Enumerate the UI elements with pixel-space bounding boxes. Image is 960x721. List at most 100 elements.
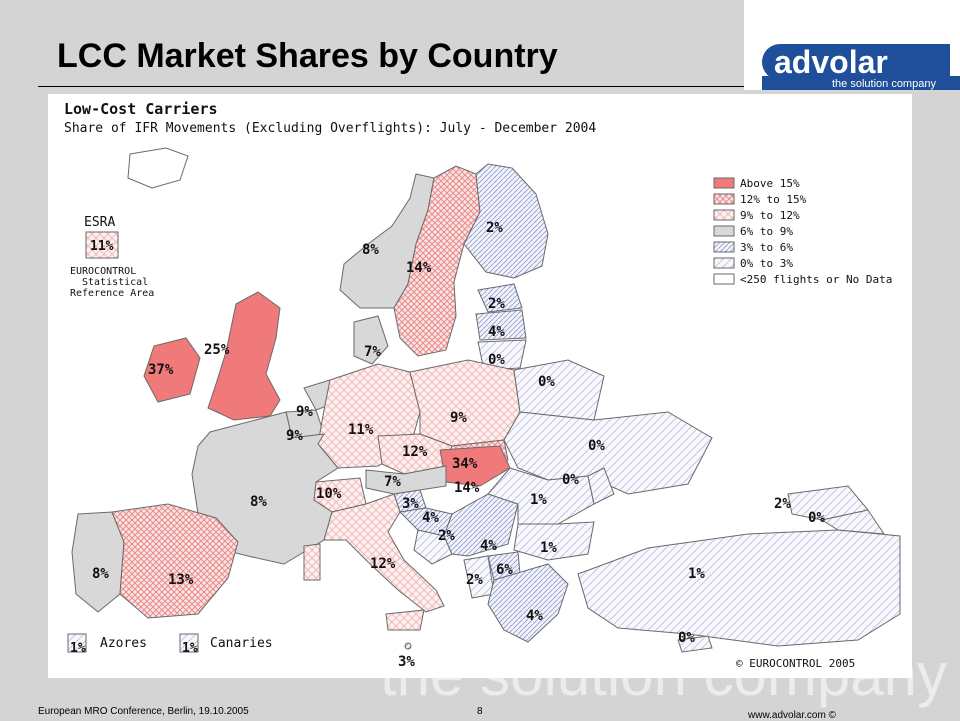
legend-label-12-15: 12% to 15% bbox=[740, 193, 807, 206]
map-title: Low-Cost Carriers bbox=[64, 100, 218, 118]
label-bosnia: 2% bbox=[438, 528, 455, 544]
label-slovakia: 14% bbox=[454, 480, 480, 496]
bosnia-shape bbox=[413, 529, 453, 565]
page-number: 8 bbox=[477, 706, 483, 717]
label-albania: 2% bbox=[466, 572, 483, 588]
map-copyright: © EUROCONTROL 2005 bbox=[736, 657, 855, 670]
spain-shape bbox=[111, 503, 239, 619]
iceland-shape bbox=[127, 147, 189, 189]
legend-swatch-12-15 bbox=[713, 193, 735, 205]
legend-label-3-6: 3% to 6% bbox=[740, 241, 793, 254]
label-ukraine: 0% bbox=[588, 438, 605, 454]
bulgaria-shape bbox=[513, 521, 595, 561]
legend-swatch-6-9 bbox=[713, 225, 735, 237]
footer-conference: European MRO Conference, Berlin, 19.10.2… bbox=[38, 706, 249, 717]
label-turkey: 1% bbox=[688, 566, 705, 582]
sicily-shape bbox=[385, 609, 425, 631]
label-cyprus: 0% bbox=[678, 630, 695, 646]
esra-heading: ESRA bbox=[84, 215, 115, 230]
legend-swatch-3-6 bbox=[713, 241, 735, 253]
portugal-shape bbox=[71, 511, 125, 613]
legend-swatch-9-12 bbox=[713, 209, 735, 221]
legend-swatch-above15 bbox=[713, 177, 735, 189]
map-subtitle: Share of IFR Movements (Excluding Overfl… bbox=[64, 121, 596, 136]
latvia-shape bbox=[475, 309, 527, 341]
label-germany: 11% bbox=[348, 422, 374, 438]
label-lithuania: 0% bbox=[488, 352, 505, 368]
label-ireland: 37% bbox=[148, 362, 174, 378]
label-serbia: 4% bbox=[480, 538, 497, 554]
inset-azores-box bbox=[67, 633, 87, 653]
label-slovenia: 3% bbox=[402, 496, 419, 512]
lithuania-shape bbox=[477, 339, 527, 371]
label-france: 8% bbox=[250, 494, 267, 510]
legend-label-6-9: 6% to 9% bbox=[740, 225, 793, 238]
legend-label-0-3: 0% to 3% bbox=[740, 257, 793, 270]
label-croatia: 4% bbox=[422, 510, 439, 526]
label-greece: 4% bbox=[526, 608, 543, 624]
label-sweden: 14% bbox=[406, 260, 432, 276]
title-divider bbox=[38, 86, 744, 87]
logo-tagline: the solution company bbox=[832, 78, 936, 90]
legend-label-above15: Above 15% bbox=[740, 177, 800, 190]
label-netherlands: 9% bbox=[296, 404, 313, 420]
footer-website: www.advolar.com © bbox=[748, 710, 836, 721]
ukraine-shape bbox=[503, 411, 713, 495]
label-czech: 12% bbox=[402, 444, 428, 460]
legend-label-nodata: <250 flights or No Data bbox=[740, 273, 892, 286]
legend-label-9-12: 9% to 12% bbox=[740, 209, 800, 222]
europe-map: Low-Cost Carriers Share of IFR Movements… bbox=[64, 100, 901, 670]
malta-shape bbox=[404, 642, 412, 650]
legend: Above 15% 12% to 15% 9% to 12% 6% to 9% … bbox=[713, 177, 892, 286]
map-figure: Low-Cost Carriers Share of IFR Movements… bbox=[48, 94, 912, 678]
esra-caption-1: EUROCONTROL bbox=[70, 266, 136, 277]
uk-shape bbox=[207, 291, 281, 421]
finland-shape bbox=[463, 163, 549, 279]
label-switzerland: 10% bbox=[316, 486, 342, 502]
ireland-shape bbox=[143, 337, 201, 403]
cyprus-shape bbox=[677, 635, 713, 653]
label-uk: 25% bbox=[204, 342, 230, 358]
inset-canaries-name: Canaries bbox=[210, 636, 273, 651]
poland-shape bbox=[409, 359, 521, 447]
italy-shape bbox=[323, 493, 445, 613]
legend-swatch-nodata bbox=[713, 273, 735, 285]
sardinia-shape bbox=[303, 543, 321, 581]
label-austria: 7% bbox=[384, 474, 401, 490]
legend-swatch-0-3 bbox=[713, 257, 735, 269]
label-bulgaria: 1% bbox=[540, 540, 557, 556]
label-armenia: 0% bbox=[808, 510, 825, 526]
label-denmark: 7% bbox=[364, 344, 381, 360]
label-poland: 9% bbox=[450, 410, 467, 426]
label-latvia: 4% bbox=[488, 324, 505, 340]
esra-caption-2: Statistical bbox=[82, 277, 148, 288]
label-portugal: 8% bbox=[92, 566, 109, 582]
label-estonia: 2% bbox=[488, 296, 505, 312]
label-norway: 8% bbox=[362, 242, 379, 258]
inset-canaries-value: 1% bbox=[182, 641, 198, 656]
esra-value: 11% bbox=[90, 239, 114, 254]
label-belarus: 0% bbox=[538, 374, 555, 390]
label-spain: 13% bbox=[168, 572, 194, 588]
moldova-shape bbox=[587, 467, 615, 505]
logo-wordmark: advolar bbox=[762, 44, 950, 80]
estonia-shape bbox=[477, 283, 523, 313]
esra-caption-3: Reference Area bbox=[70, 288, 154, 299]
label-italy: 12% bbox=[370, 556, 396, 572]
inset-azores-value: 1% bbox=[70, 641, 86, 656]
esra-swatch bbox=[85, 231, 119, 259]
austria-shape bbox=[365, 465, 447, 495]
label-malta: 3% bbox=[398, 654, 415, 670]
belarus-shape bbox=[513, 359, 605, 421]
armenia-shape bbox=[820, 509, 885, 535]
inset-canaries-box bbox=[179, 633, 199, 653]
turkey-shape bbox=[577, 529, 901, 647]
label-georgia: 2% bbox=[774, 496, 791, 512]
label-moldova: 0% bbox=[562, 472, 579, 488]
label-romania: 1% bbox=[530, 492, 547, 508]
slide-title: LCC Market Shares by Country bbox=[57, 37, 558, 75]
label-hungary: 34% bbox=[452, 456, 478, 472]
label-macedonia: 6% bbox=[496, 562, 513, 578]
denmark-shape bbox=[353, 315, 389, 365]
label-finland: 2% bbox=[486, 220, 503, 236]
